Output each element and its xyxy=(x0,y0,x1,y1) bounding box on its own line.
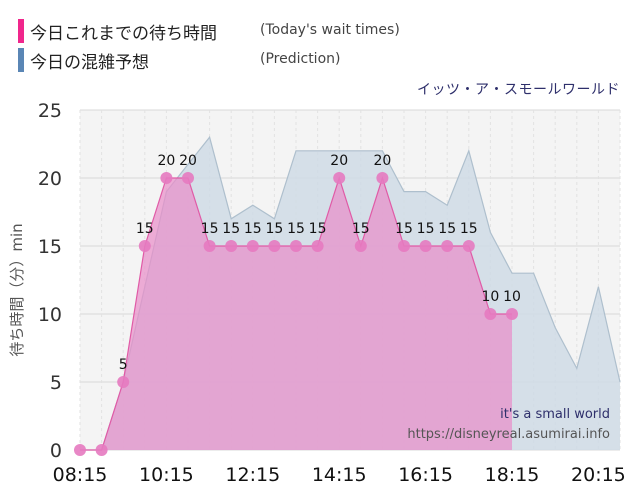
x-tick-label: 16:15 xyxy=(398,464,453,486)
y-tick-label: 0 xyxy=(50,440,62,462)
today-point xyxy=(203,240,216,252)
y-tick-label: 25 xyxy=(38,100,62,122)
today-point-label: 15 xyxy=(460,221,478,237)
today-point xyxy=(398,240,410,252)
y-tick-label: 20 xyxy=(38,168,62,190)
legend-today-swatch xyxy=(18,19,24,43)
today-point xyxy=(74,444,86,456)
today-point-label: 20 xyxy=(330,153,348,169)
today-point-label: 20 xyxy=(157,153,175,169)
today-point xyxy=(506,308,518,320)
today-point xyxy=(160,172,173,184)
legend-today: 今日これまでの待ち時間 xyxy=(18,19,217,44)
today-point-label: 15 xyxy=(244,221,262,237)
today-point xyxy=(117,376,130,388)
today-point xyxy=(484,308,497,320)
today-point xyxy=(138,240,151,252)
y-tick-label: 15 xyxy=(38,236,62,258)
legend-prediction-label: 今日の混雑予想 xyxy=(30,52,149,73)
today-point-label: 20 xyxy=(179,153,197,169)
today-point-label: 15 xyxy=(352,221,370,237)
today-point-label: 10 xyxy=(503,289,521,305)
x-tick-label: 08:15 xyxy=(53,464,108,486)
watermark-url: https://disneyreal.asumirai.info xyxy=(407,427,610,442)
today-point-label: 15 xyxy=(222,221,240,237)
y-tick-label: 10 xyxy=(38,304,62,326)
today-point xyxy=(376,172,389,184)
today-point xyxy=(311,240,324,252)
today-point xyxy=(225,240,238,252)
y-axis-label: 待ち時間（分）min xyxy=(8,223,26,356)
today-point-label: 5 xyxy=(119,357,128,373)
today-point-label: 15 xyxy=(395,221,413,237)
today-point-label: 15 xyxy=(136,221,154,237)
today-point-label: 15 xyxy=(201,221,219,237)
today-point xyxy=(354,240,367,252)
today-point-label: 10 xyxy=(481,289,499,305)
x-tick-label: 12:15 xyxy=(225,464,280,486)
today-point xyxy=(182,172,194,184)
today-point-label: 15 xyxy=(417,221,435,237)
today-point xyxy=(290,240,302,252)
legend-prediction-sub: (Prediction) xyxy=(260,51,341,67)
today-point xyxy=(246,240,259,252)
attraction-name: イッツ・ア・スモールワールド xyxy=(417,82,620,98)
legend-prediction: 今日の混雑予想 xyxy=(18,48,149,73)
today-point-label: 15 xyxy=(265,221,283,237)
x-tick-label: 18:15 xyxy=(485,464,540,486)
today-point xyxy=(333,172,346,184)
today-point-label: 15 xyxy=(287,221,305,237)
today-point xyxy=(462,240,475,252)
today-point xyxy=(419,240,432,252)
today-point-label: 15 xyxy=(438,221,456,237)
legend-prediction-swatch xyxy=(18,48,24,72)
y-tick-label: 5 xyxy=(50,372,62,394)
x-tick-label: 14:15 xyxy=(312,464,367,486)
today-point-label: 15 xyxy=(309,221,327,237)
today-point xyxy=(441,240,454,252)
today-point xyxy=(268,240,281,252)
today-point-label: 20 xyxy=(373,153,391,169)
legend-today-label: 今日これまでの待ち時間 xyxy=(30,23,217,44)
today-point xyxy=(95,444,108,456)
x-tick-label: 20:15 xyxy=(571,464,626,486)
x-tick-label: 10:15 xyxy=(139,464,194,486)
legend-today-sub: (Today's wait times) xyxy=(260,22,400,38)
watermark-name: it's a small world xyxy=(500,407,610,422)
